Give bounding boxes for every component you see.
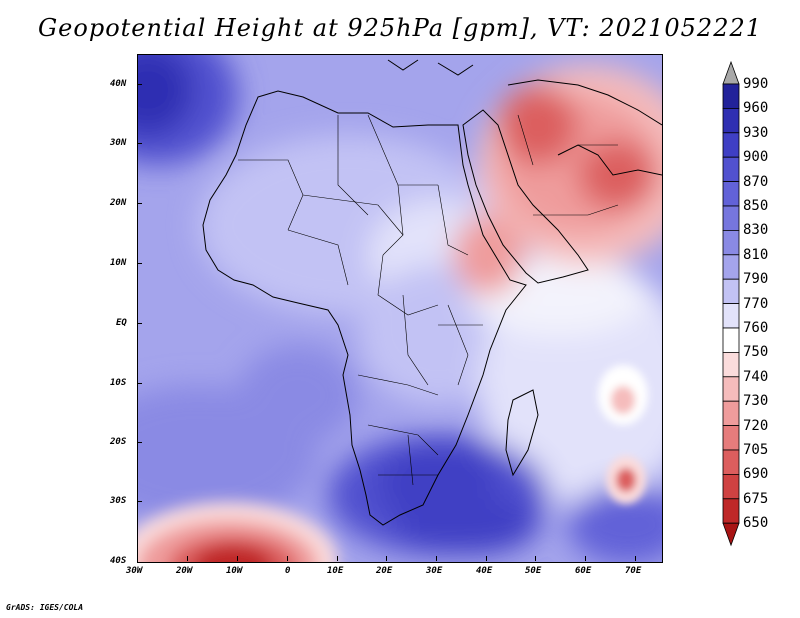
x-tick-label: 20E: [376, 566, 393, 576]
colorbar-swatch: [722, 425, 740, 451]
map-plot-area: [137, 54, 663, 563]
x-tick-label: 50E: [525, 566, 542, 576]
x-tick-label: 10W: [226, 566, 243, 576]
colorbar-level-label: 830: [743, 222, 769, 239]
colorbar-swatch: [722, 132, 740, 158]
colorbar-level-label: 850: [743, 198, 769, 214]
colorbar-swatch: [722, 181, 740, 207]
y-tick-label: 40S: [110, 556, 127, 566]
colorbar-top-triangle: [722, 60, 740, 85]
colorbar-level-label: 675: [743, 490, 769, 507]
y-tick-label: 20S: [110, 437, 127, 447]
y-tick-label: 30S: [110, 496, 127, 506]
x-tick-label: 60E: [575, 566, 592, 576]
colorbar-swatch: [722, 327, 740, 353]
x-tick-label: 70E: [625, 566, 642, 576]
y-tick-label: 20N: [110, 198, 127, 208]
colorbar-swatch: [722, 205, 740, 231]
x-tick-label: 0: [285, 566, 291, 576]
colorbar-swatch: [722, 498, 740, 524]
colorbar-swatch: [722, 376, 740, 402]
colorbar-level-label: 650: [743, 515, 769, 532]
colorbar-level-label: 750: [743, 344, 769, 361]
colorbar-swatch: [722, 108, 740, 134]
y-tick-label: 10N: [110, 258, 127, 268]
colorbar-level-label: 720: [743, 417, 769, 434]
credit-label: GrADS: IGES/COLA: [6, 603, 84, 612]
map-title: Geopotential Height at 925hPa [gpm], VT:…: [38, 14, 762, 42]
colorbar-level-label: 760: [743, 320, 769, 336]
colorbar-level-label: 990: [743, 76, 769, 92]
colorbar-swatch: [722, 229, 740, 256]
colorbar-swatch: [722, 83, 740, 109]
colorbar-level-label: 810: [743, 246, 769, 263]
x-tick-label: 30E: [426, 566, 443, 576]
colorbar-swatch: [722, 278, 740, 305]
colorbar-level-label: 790: [743, 271, 769, 288]
colorbar-level-label: 705: [743, 442, 769, 458]
colorbar-swatch: [722, 473, 740, 500]
colorbar-level-label: 740: [743, 368, 769, 385]
colorbar-swatch: [722, 254, 740, 280]
x-tick-label: 30W: [126, 566, 143, 576]
colorbar-swatch: [722, 303, 740, 329]
colorbar-level-label: 960: [743, 100, 769, 117]
y-tick-label: EQ: [116, 318, 127, 328]
colorbar-level-label: 870: [743, 173, 769, 190]
colorbar-swatch: [722, 400, 740, 427]
x-tick-label: 10E: [327, 566, 344, 576]
colorbar-swatch: [722, 351, 740, 378]
geopotential-field: [138, 55, 662, 562]
y-tick-label: 10S: [110, 378, 127, 388]
colorbar-bottom-triangle: [722, 522, 740, 547]
x-tick-label: 40E: [476, 566, 493, 576]
y-tick-label: 30N: [110, 138, 127, 148]
colorbar-level-label: 900: [743, 149, 769, 166]
colorbar-swatch: [722, 449, 740, 475]
x-tick-label: 20W: [176, 566, 193, 576]
y-tick-label: 40N: [110, 79, 127, 89]
colorbar-level-label: 770: [743, 295, 769, 312]
colorbar-level-label: 730: [743, 393, 769, 410]
country-borders: [238, 114, 619, 486]
colorbar-level-label: 690: [743, 466, 769, 483]
coastlines: [202, 59, 662, 526]
colorbar-swatch: [722, 156, 740, 182]
colorbar-level-label: 930: [743, 124, 769, 141]
